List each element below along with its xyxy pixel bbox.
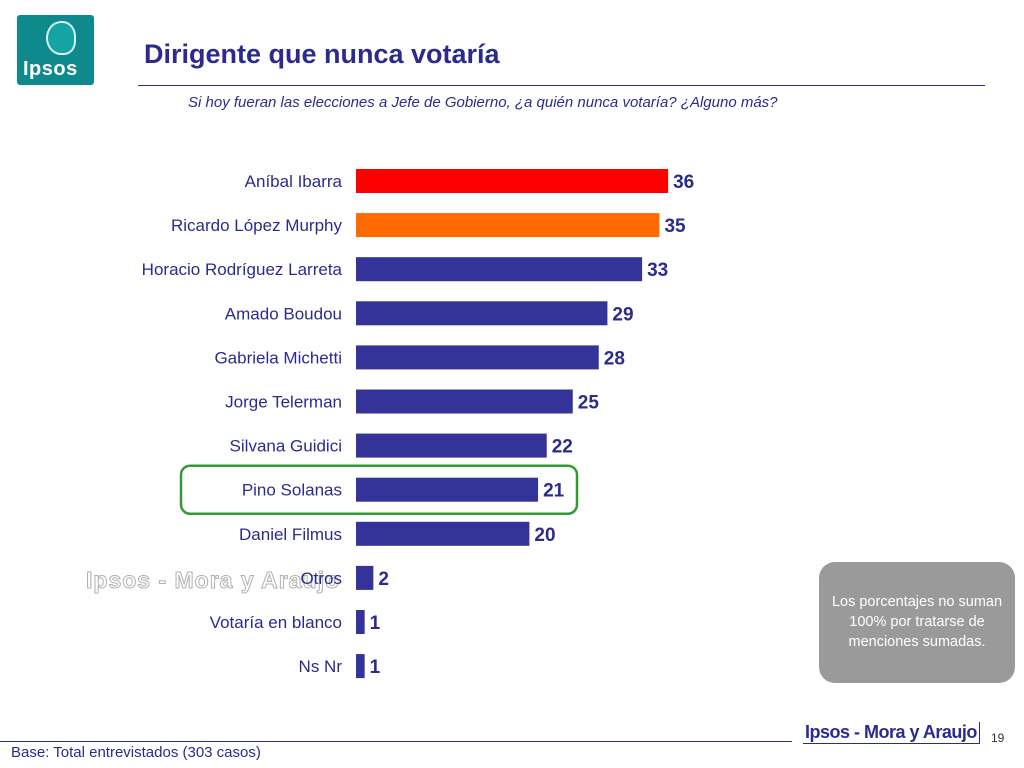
category-label: Daniel Filmus — [239, 525, 342, 544]
note-text: Los porcentajes no suman 100% por tratar… — [831, 594, 1003, 650]
data-label: 21 — [543, 481, 565, 502]
highlight-frame — [179, 464, 579, 515]
bar — [356, 213, 660, 238]
category-label: Otros — [300, 569, 342, 588]
ipsos-head-icon — [46, 21, 76, 55]
category-label: Jorge Telerman — [225, 393, 342, 412]
bar — [356, 433, 547, 458]
category-label: Amado Boudou — [225, 304, 342, 323]
bar — [356, 169, 669, 193]
category-label: Pino Solanas — [242, 481, 342, 500]
bar — [356, 389, 573, 414]
data-label: 28 — [604, 348, 625, 369]
ipsos-logo-text: Ipsos — [23, 58, 78, 80]
data-label: 25 — [578, 393, 600, 414]
bar — [356, 654, 365, 679]
category-label: Aníbal Ibarra — [245, 172, 343, 191]
base-note: Base: Total entrevistados (303 casos) — [11, 744, 261, 761]
page-number: 19 — [991, 731, 1005, 745]
bar — [356, 257, 643, 282]
footer-divider — [0, 741, 792, 742]
data-label: 22 — [552, 437, 573, 458]
bar — [356, 565, 374, 590]
category-label: Silvana Guidici — [230, 437, 342, 456]
page-title: Dirigente que nunca votaría — [144, 39, 500, 69]
data-label: 35 — [664, 216, 686, 237]
data-label: 2 — [378, 569, 389, 590]
footer-logo: Ipsos - Mora y Araujo — [803, 722, 980, 744]
data-label: 29 — [612, 304, 633, 325]
survey-question: Si hoy fueran las elecciones a Jefe de G… — [188, 94, 778, 111]
bar — [356, 610, 365, 634]
category-label: Ns Nr — [299, 657, 343, 676]
title-divider — [138, 85, 985, 86]
data-label: 20 — [534, 525, 555, 546]
ipsos-logo: Ipsos — [17, 15, 94, 85]
note-box: Los porcentajes no suman 100% por tratar… — [819, 562, 1015, 683]
bar — [356, 345, 599, 370]
bar — [356, 301, 608, 326]
category-label: Horacio Rodríguez Larreta — [142, 260, 343, 279]
category-label: Gabriela Michetti — [214, 348, 342, 367]
data-label: 33 — [647, 260, 668, 281]
data-label: 36 — [673, 172, 694, 193]
watermark: Ipsos - Mora y Araujo — [85, 567, 341, 594]
bar — [356, 477, 539, 502]
data-label: 1 — [370, 613, 381, 634]
bar — [356, 521, 530, 546]
data-label: 1 — [370, 657, 381, 678]
category-label: Votaría en blanco — [210, 613, 342, 632]
category-label: Ricardo López Murphy — [171, 216, 343, 235]
